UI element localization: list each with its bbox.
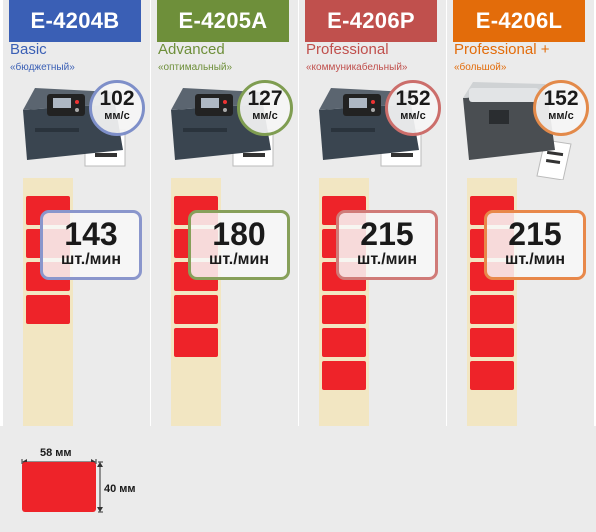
tier-subtitle-4: «большой»	[454, 62, 507, 73]
output-rate-unit-4: шт./мин	[505, 251, 565, 268]
model-panel-3: E-4206P Professional «коммуникабельный» …	[299, 0, 446, 426]
label-sample	[322, 295, 366, 324]
label-sample	[174, 295, 218, 324]
output-rate-value-3: 215	[360, 216, 414, 252]
label-sample	[470, 361, 514, 390]
label-sample	[322, 328, 366, 357]
model-panel-4: E-4206L Professional + «большой» 152 мм/…	[447, 0, 594, 426]
output-rate-value-4: 215	[508, 216, 562, 252]
output-rate-unit-1: шт./мин	[61, 251, 121, 268]
model-title-4: E-4206L	[453, 0, 585, 42]
sample-label-58x40	[22, 462, 96, 512]
output-rate-unit-3: шт./мин	[357, 251, 417, 268]
print-speed-badge-2: 127 мм/с	[237, 80, 293, 136]
print-speed-badge-3: 152 мм/с	[385, 80, 441, 136]
model-title-2: E-4205A	[157, 0, 289, 42]
print-speed-value-2: 127	[247, 87, 283, 110]
output-rate-value-1: 143	[64, 216, 118, 252]
label-sample	[26, 295, 70, 324]
print-speed-unit-1: мм/с	[104, 110, 130, 122]
print-speed-unit-2: мм/с	[252, 110, 278, 122]
print-speed-value-1: 102	[99, 87, 135, 110]
output-rate-box-4: 215 шт./мин	[484, 210, 586, 280]
label-sample	[470, 328, 514, 357]
output-rate-value-2: 180	[212, 216, 266, 252]
tier-label-2: Advanced	[158, 41, 225, 58]
label-sample	[470, 295, 514, 324]
label-sample	[322, 361, 366, 390]
large-printer-image-4	[463, 82, 572, 180]
tier-label-1: Basic	[10, 41, 47, 58]
print-speed-unit-4: мм/с	[548, 110, 574, 122]
model-panel-2: E-4205A Advanced «оптимальный» 127 мм/с …	[151, 0, 298, 426]
label-width-text: 58 мм	[40, 447, 72, 459]
tier-label-3: Professional	[306, 41, 389, 58]
tier-label-4: Professional +	[454, 41, 550, 58]
print-speed-unit-3: мм/с	[400, 110, 426, 122]
label-dimension-legend	[0, 426, 596, 532]
output-rate-unit-2: шт./мин	[209, 251, 269, 268]
print-speed-badge-1: 102 мм/с	[89, 80, 145, 136]
print-speed-value-4: 152	[543, 87, 579, 110]
label-height-text: 40 мм	[104, 483, 136, 495]
model-panel-1: E-4204B Basic «бюджетный» 102 мм/с 143 ш…	[3, 0, 150, 426]
tier-subtitle-1: «бюджетный»	[10, 62, 75, 73]
label-sample	[174, 328, 218, 357]
output-rate-box-2: 180 шт./мин	[188, 210, 290, 280]
tier-subtitle-3: «коммуникабельный»	[306, 62, 408, 73]
model-title-3: E-4206P	[305, 0, 437, 42]
print-speed-badge-4: 152 мм/с	[533, 80, 589, 136]
model-title-1: E-4204B	[9, 0, 141, 42]
print-speed-value-3: 152	[395, 87, 431, 110]
tier-subtitle-2: «оптимальный»	[158, 62, 233, 73]
output-rate-box-3: 215 шт./мин	[336, 210, 438, 280]
output-rate-box-1: 143 шт./мин	[40, 210, 142, 280]
